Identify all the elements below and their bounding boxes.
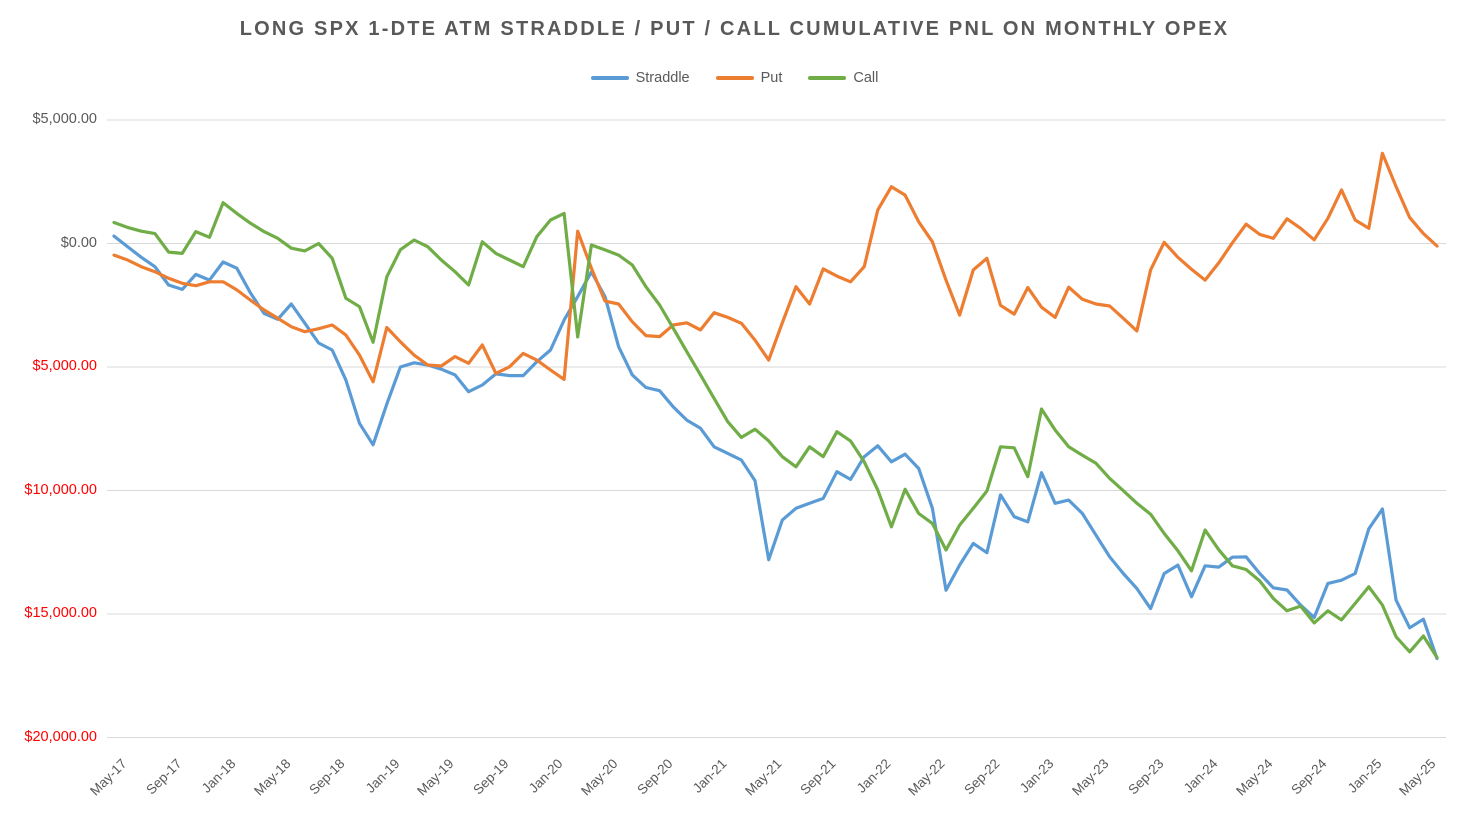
put-line-swatch-icon	[715, 76, 754, 80]
y-axis-tick-label: $5,000.00	[32, 111, 97, 127]
legend-item-straddle[interactable]: Straddle	[590, 70, 690, 86]
y-axis-tick-label: $0.00	[60, 234, 97, 251]
legend-label-straddle: Straddle	[635, 70, 690, 86]
chart-title: LONG SPX 1-DTE ATM STRADDLE / PUT / CALL…	[239, 18, 1230, 40]
call-line-swatch-icon	[808, 76, 847, 80]
legend-label-call: Call	[853, 70, 879, 86]
y-axis-tick-label: $5,000.00	[32, 358, 97, 374]
series-line-straddle[interactable]	[112, 234, 1439, 661]
legend-label-put: Put	[760, 70, 783, 86]
series-line-put[interactable]	[112, 151, 1439, 384]
series-line-call[interactable]	[112, 201, 1439, 660]
legend-item-call[interactable]: Call	[808, 70, 878, 86]
straddle-line-swatch-icon	[590, 76, 629, 80]
chart-legend: Straddle Put Call	[0, 70, 1469, 86]
y-axis-tick-label: $15,000.00	[24, 605, 97, 621]
y-axis-tick-label: $10,000.00	[24, 481, 97, 498]
legend-item-put[interactable]: Put	[715, 70, 783, 86]
y-axis-tick-label: $20,000.00	[24, 728, 97, 745]
